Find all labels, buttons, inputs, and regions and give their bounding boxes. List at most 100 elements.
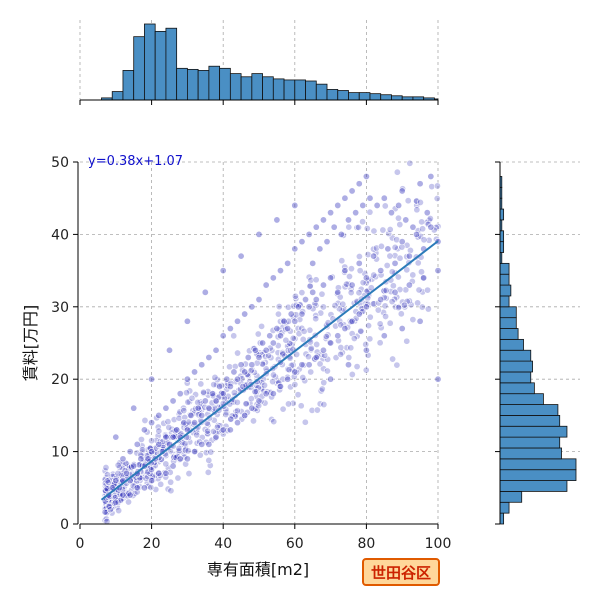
right-hist-bar [499,284,512,297]
scatter-point [200,388,208,396]
scatter-point [226,426,234,434]
scatter-point [191,419,199,427]
scatter-point [355,180,363,188]
scatter-point [212,397,220,405]
scatter-point [112,433,120,441]
scatter-point [157,480,165,488]
scatter-point [341,267,349,275]
scatter-point [312,353,320,361]
x-tick-label: 20 [143,536,161,552]
scatter-point [285,366,293,374]
scatter-point [270,418,278,426]
scatter-point [106,506,114,514]
right-hist-bar [499,317,517,329]
scatter-point [192,405,200,413]
scatter-point [398,325,406,333]
top-hist-bar [348,92,360,101]
right-hist-bar [499,447,562,460]
scatter-point [198,440,206,448]
scatter-point [180,404,188,412]
scatter-point [400,301,408,309]
scatter-point [318,385,326,393]
top-hist-bar [240,76,253,101]
scatter-point [239,366,247,374]
scatter-point [276,332,284,340]
scatter-point [350,334,358,342]
scatter-point [212,346,220,354]
y-axis-title: 賃料[万円] [21,305,40,382]
right-hist-bar [499,469,577,481]
scatter-point [398,187,406,195]
scatter-point [255,397,263,405]
scatter-points [101,159,442,525]
scatter-point [212,397,220,405]
scatter-point [393,361,401,369]
scatter-point [284,259,292,267]
scatter-point [260,381,268,389]
scatter-point [167,433,175,441]
scatter-point [403,337,411,345]
scatter-point [205,353,213,361]
scatter-point [348,317,356,325]
scatter-point [275,303,283,311]
scatter-point [266,344,274,352]
scatter-point [366,335,374,343]
scatter-point [317,309,325,317]
scatter-point [251,388,259,396]
right-hist-bar [499,328,519,340]
scatter-point [262,281,270,289]
x-tick-label: 100 [425,536,452,552]
scatter-point [362,303,370,311]
scatter-point [269,378,277,386]
scatter-point [304,353,312,361]
right-hist-bar [499,382,535,395]
scatter-point [250,368,258,376]
scatter-point [244,353,252,361]
scatter-point [418,218,426,226]
scatter-point [394,273,402,281]
right-hist-bar [499,360,533,373]
scatter-point [376,320,384,328]
scatter-point [403,297,411,305]
scatter-point [367,284,375,292]
scatter-point [414,299,422,307]
scatter-point [241,310,249,318]
scatter-point [205,456,213,464]
scatter-point [389,355,397,363]
scatter-point [175,447,183,455]
scatter-point [413,230,421,238]
top-hist-bar [176,67,188,101]
scatter-point [213,423,221,431]
scatter-point [279,405,287,413]
scatter-point [234,349,242,357]
scatter-point [403,253,411,261]
right-hist-bar [499,273,510,286]
scatter-point [402,286,410,294]
scatter-point [115,507,123,515]
right-hist-bar [499,458,577,471]
scatter-point [141,416,149,424]
scatter-point [130,462,138,470]
scatter-point [347,318,355,326]
scatter-point [204,427,212,435]
y-tick-labels: 0 10 20 30 40 50 [51,155,69,533]
scatter-point [193,428,201,436]
scatter-point [384,245,392,253]
scatter-point [313,340,321,348]
scatter-point [174,474,182,482]
scatter-point [237,252,245,260]
scatter-point [114,469,122,477]
scatter-point [123,469,131,477]
right-hist-bar [499,425,568,438]
scatter-point [176,390,184,398]
scatter-point [380,332,388,340]
scatter-point [291,381,299,389]
scatter-point [337,344,345,352]
scatter-point [319,346,327,354]
scatter-point [241,411,249,419]
scatter-point [258,322,266,330]
scatter-point [185,470,193,478]
scatter-point [318,290,326,298]
scatter-point [373,201,381,209]
scatter-point [425,236,433,244]
